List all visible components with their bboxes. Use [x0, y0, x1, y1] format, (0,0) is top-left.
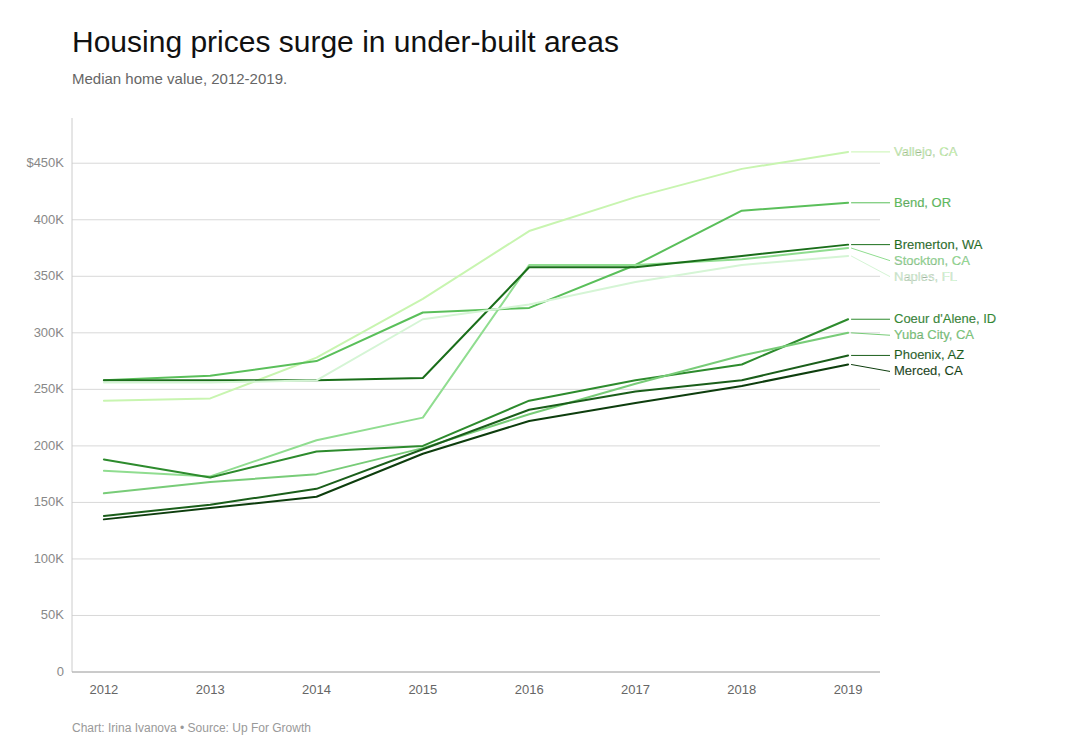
grid-line — [72, 445, 880, 446]
series-label: Vallejo, CA — [894, 144, 958, 159]
series-label: Merced, CA — [894, 363, 963, 378]
grid-line — [72, 219, 880, 220]
grid-line — [72, 163, 880, 164]
label-connector — [851, 355, 890, 356]
series-label: Phoenix, AZ — [894, 347, 964, 362]
series-labels: Vallejo, CA Bend, OR Stockton, CABremerton… — [851, 144, 996, 379]
y-tick-label: 300K — [34, 325, 65, 340]
grid-line — [72, 615, 880, 616]
grid-line — [72, 276, 880, 277]
grid-line — [72, 502, 880, 503]
subtitle: Median home value, 2012-2019. — [72, 70, 287, 87]
y-tick-label: 100K — [34, 551, 65, 566]
y-tick-label: 250K — [34, 381, 65, 396]
series-line — [104, 333, 848, 494]
x-tick-label: 2012 — [89, 682, 118, 697]
series-line — [104, 256, 848, 383]
series-label: Bend, OR — [894, 195, 951, 210]
series-line — [104, 364, 848, 519]
label-connector — [851, 256, 890, 277]
series-line — [104, 319, 848, 477]
x-tick-label: 2018 — [727, 682, 756, 697]
label-connector — [851, 244, 890, 245]
y-tick-label: 150K — [34, 494, 65, 509]
chart: Housing prices surge in under-built area… — [0, 0, 1081, 744]
x-axis-line — [72, 672, 880, 673]
y-axis-line — [72, 118, 73, 672]
lines — [104, 152, 848, 519]
y-tick-label: 400K — [34, 212, 65, 227]
y-tick-label: 200K — [34, 438, 65, 453]
series-label: Bremerton, WA — [894, 237, 983, 252]
label-connector — [851, 319, 890, 320]
label-connector — [851, 202, 890, 203]
footnote: Chart: Irina Ivanova • Source: Up For Gr… — [72, 721, 311, 735]
label-connector — [851, 333, 890, 335]
x-tick-label: 2019 — [834, 682, 863, 697]
series-label: Yuba City, CA — [894, 327, 974, 342]
series-line — [104, 152, 848, 401]
series-line — [104, 203, 848, 380]
grid-line — [72, 672, 880, 673]
y-tick-label: 350K — [34, 268, 65, 283]
series-label: Coeur d'Alene, ID — [894, 311, 996, 326]
y-tick-label: $450K — [26, 155, 64, 170]
x-tick-label: 2015 — [408, 682, 437, 697]
grid-line — [72, 389, 880, 390]
grid — [72, 163, 880, 672]
label-connector — [851, 364, 890, 371]
grid-line — [72, 558, 880, 559]
series-line — [104, 248, 848, 476]
grid-line — [72, 332, 880, 333]
y-tick-label: 0 — [57, 664, 64, 679]
label-connector — [851, 151, 890, 152]
x-tick-label: 2013 — [196, 682, 225, 697]
series-label: Naples, FL — [894, 269, 957, 284]
y-tick-label: 50K — [41, 607, 64, 622]
series-line — [104, 355, 848, 516]
x-tick-label: 2016 — [515, 682, 544, 697]
x-tick-label: 2017 — [621, 682, 650, 697]
series-label: Stockton, CA — [894, 253, 970, 268]
x-tick-label: 2014 — [302, 682, 331, 697]
title: Housing prices surge in under-built area… — [72, 25, 619, 58]
